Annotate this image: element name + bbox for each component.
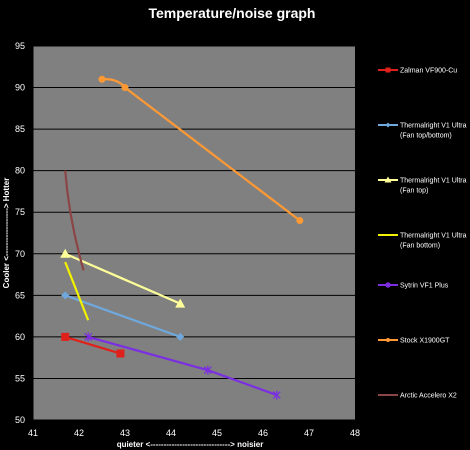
y-tick-label: 85 bbox=[15, 124, 25, 134]
data-point bbox=[61, 291, 70, 300]
y-tick-label: 50 bbox=[15, 415, 25, 425]
y-tick-label: 55 bbox=[15, 373, 25, 383]
data-point bbox=[176, 332, 185, 341]
series-3 bbox=[64, 261, 90, 321]
data-point bbox=[272, 390, 281, 400]
y-tick-label: 90 bbox=[15, 83, 25, 93]
y-tick-labels: 50 55 60 65 70 75 80 85 90 95 bbox=[15, 41, 25, 425]
series-5 bbox=[98, 75, 304, 225]
data-point bbox=[384, 176, 392, 183]
legend-label: (Fan top/bottom) bbox=[400, 133, 452, 140]
legend-label: Thermalright V1 Ultra bbox=[400, 123, 467, 130]
legend-label: Thermalright V1 Ultra bbox=[400, 178, 467, 185]
data-point bbox=[60, 248, 71, 258]
series-4 bbox=[84, 332, 281, 400]
data-point bbox=[385, 282, 391, 288]
x-tick-labels: 41 42 43 44 45 46 47 48 bbox=[28, 428, 360, 438]
y-tick-label: 95 bbox=[15, 41, 25, 51]
legend-item: Arctic Accelero X2 bbox=[378, 393, 457, 400]
legend-label: (Fan top) bbox=[400, 188, 428, 195]
data-point bbox=[385, 67, 391, 73]
series-line bbox=[64, 252, 181, 305]
legend-item: Thermalright V1 Ultra (Fan bottom) bbox=[378, 233, 467, 250]
data-point bbox=[61, 332, 70, 341]
x-tick-label: 45 bbox=[212, 428, 222, 438]
data-point bbox=[98, 75, 106, 83]
legend-item: Zalman VF900-Cu bbox=[378, 67, 457, 75]
legend-label: Sytrin VF1 Plus bbox=[400, 283, 449, 290]
x-tick-label: 44 bbox=[166, 428, 176, 438]
data-point bbox=[203, 365, 212, 375]
legend-label: Arctic Accelero X2 bbox=[400, 393, 457, 400]
series-0 bbox=[61, 332, 125, 358]
y-tick-label: 60 bbox=[15, 332, 25, 342]
data-point bbox=[296, 217, 304, 225]
legend-label: Stock X1900GT bbox=[400, 338, 450, 345]
data-point bbox=[386, 338, 390, 342]
series-line bbox=[64, 294, 181, 338]
x-tick-label: 47 bbox=[304, 428, 314, 438]
series-group bbox=[60, 75, 304, 400]
y-tick-label: 75 bbox=[15, 207, 25, 217]
series-line bbox=[64, 261, 90, 321]
gridlines bbox=[32, 45, 355, 421]
data-point bbox=[116, 349, 125, 358]
x-tick-label: 41 bbox=[28, 428, 38, 438]
y-tick-label: 65 bbox=[15, 290, 25, 300]
x-axis-label: quieter <------------------------------>… bbox=[117, 440, 264, 449]
legend-label: Zalman VF900-Cu bbox=[400, 68, 457, 75]
legend-item: Thermalright V1 Ultra (Fan top/bottom) bbox=[378, 122, 467, 140]
data-point bbox=[84, 332, 93, 342]
data-point bbox=[175, 298, 186, 308]
legend-label: (Fan bottom) bbox=[400, 243, 440, 250]
series-1 bbox=[61, 291, 185, 341]
legend: Zalman VF900-Cu Thermalright V1 Ultra (Fan… bbox=[378, 67, 467, 400]
data-point bbox=[121, 84, 129, 92]
x-tick-label: 48 bbox=[350, 428, 360, 438]
chart-title: Temperature/noise graph bbox=[148, 5, 315, 21]
plot-area bbox=[33, 46, 355, 420]
series-line bbox=[64, 335, 121, 355]
legend-item: Sytrin VF1 Plus bbox=[378, 282, 449, 290]
y-tick-label: 80 bbox=[15, 166, 25, 176]
series-line bbox=[64, 170, 85, 271]
series-6 bbox=[64, 170, 85, 271]
series-2 bbox=[60, 248, 186, 308]
legend-item: Thermalright V1 Ultra (Fan top) bbox=[378, 176, 467, 195]
legend-label: Thermalright V1 Ultra bbox=[400, 233, 467, 240]
x-tick-label: 46 bbox=[258, 428, 268, 438]
legend-item: Stock X1900GT bbox=[378, 338, 450, 345]
y-tick-label: 70 bbox=[15, 249, 25, 259]
data-point bbox=[385, 122, 391, 128]
x-tick-label: 43 bbox=[120, 428, 130, 438]
x-tick-label: 42 bbox=[74, 428, 84, 438]
y-axis-label: Cooler <------------------> Hotter bbox=[2, 178, 11, 289]
